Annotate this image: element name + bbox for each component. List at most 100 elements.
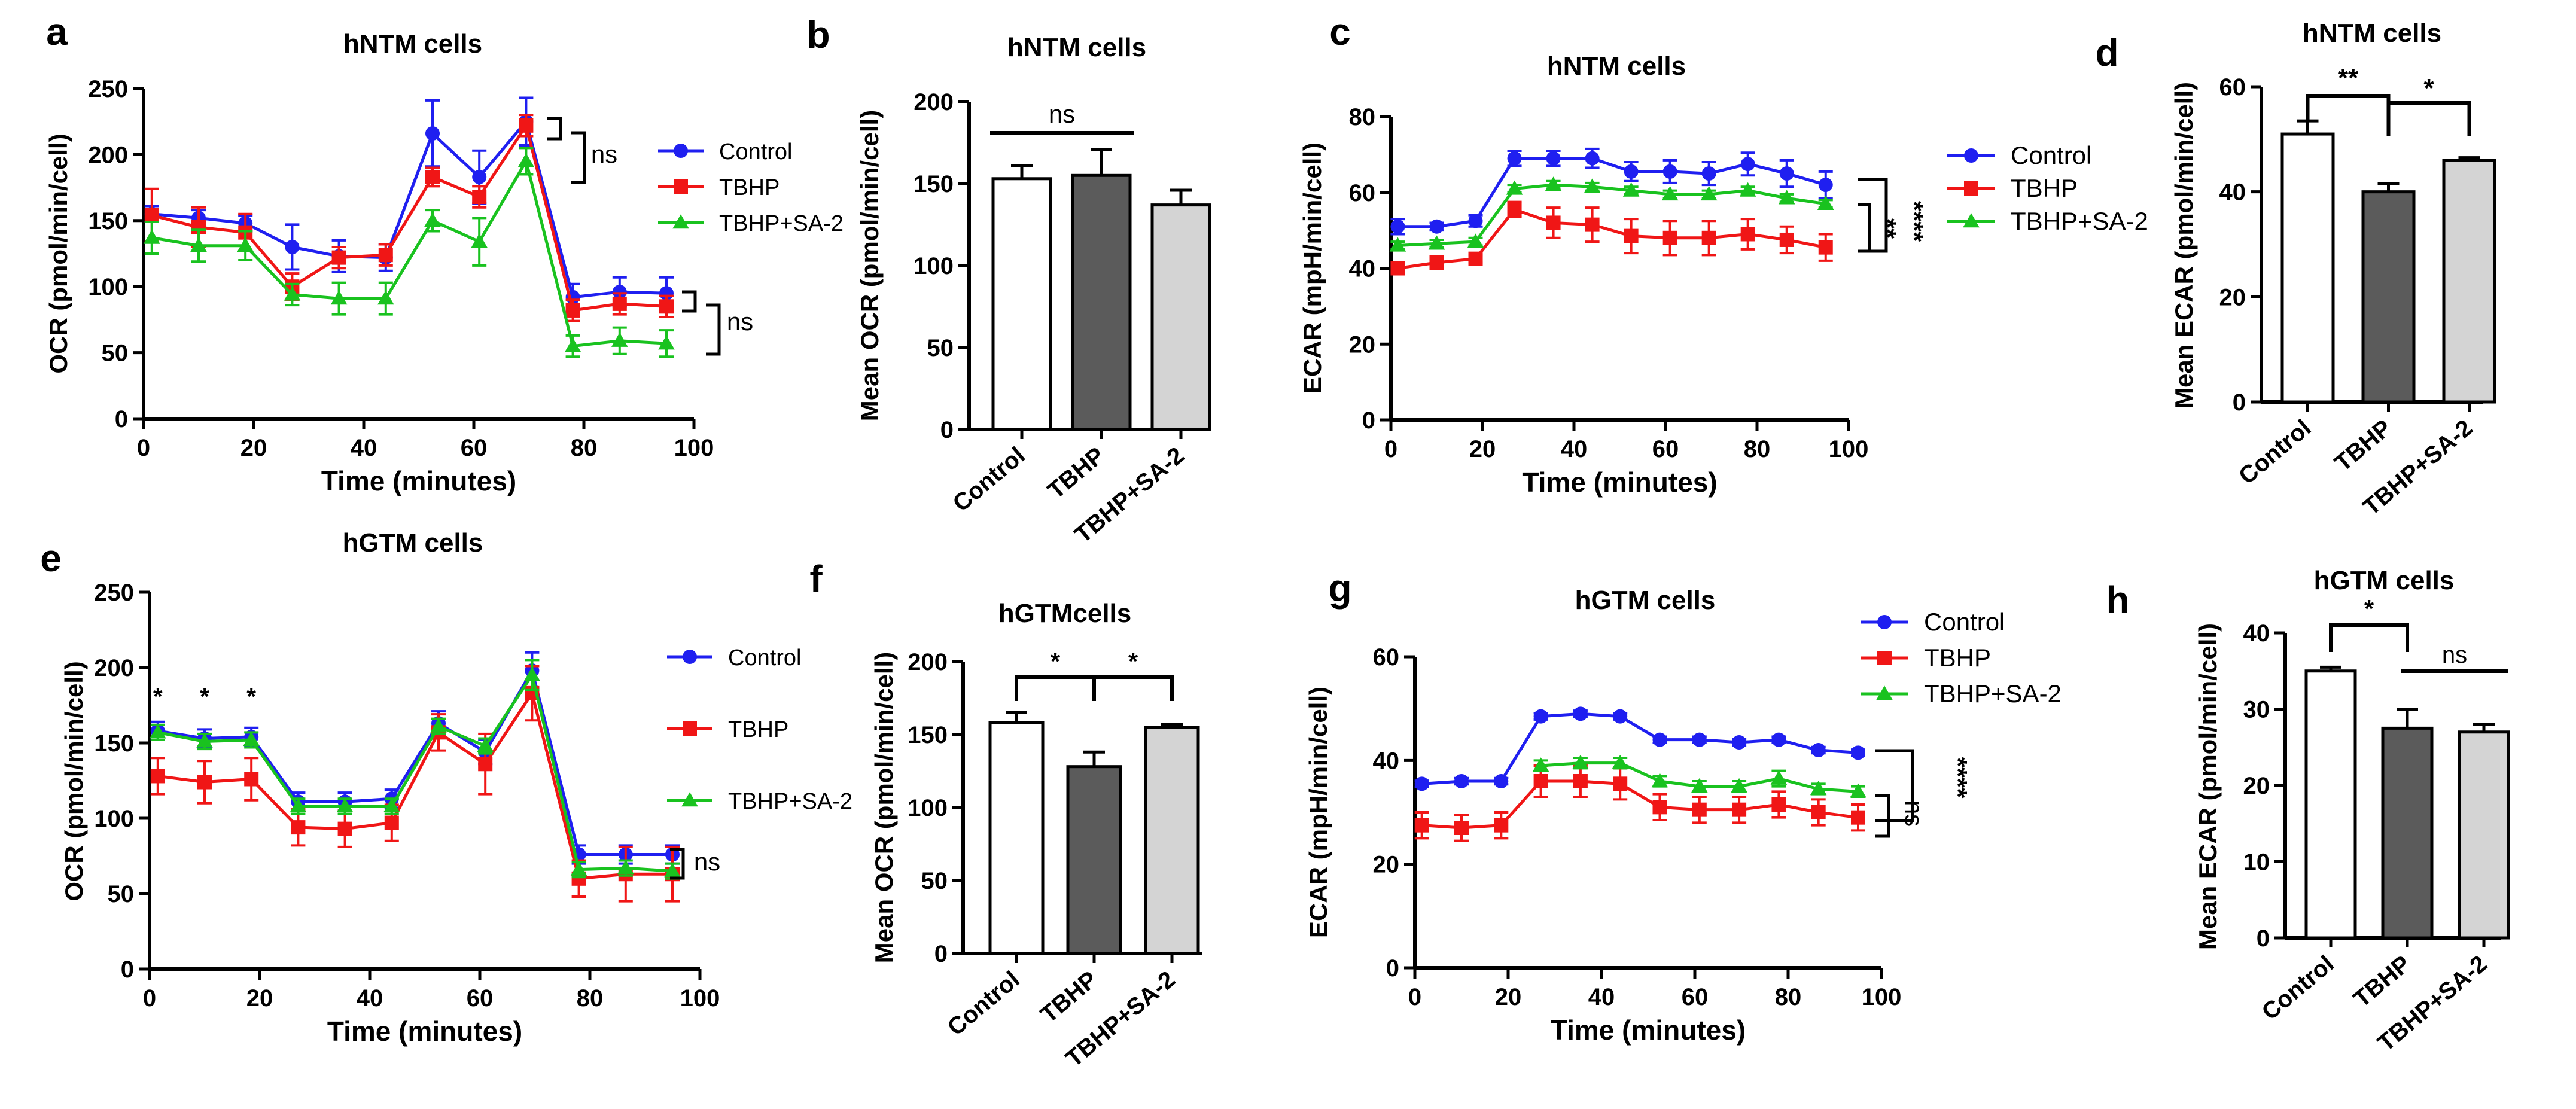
bar	[988, 721, 1045, 955]
x-tick-label: 80	[577, 985, 604, 1011]
bar	[2361, 190, 2416, 404]
sig-bracket	[1875, 749, 1914, 822]
y-tick-label: 40	[2243, 620, 2270, 647]
chart-title: hNTM cells	[1547, 51, 1686, 81]
data-point	[1414, 818, 1429, 833]
sig-bracket	[547, 117, 562, 141]
legend-label: TBHP+SA-2	[728, 789, 852, 814]
y-tick-label: 0	[940, 417, 954, 443]
bar	[2304, 669, 2357, 940]
x-tick-label: 100	[680, 985, 720, 1011]
data-point	[1811, 805, 1826, 819]
y-tick-label: 20	[2219, 284, 2246, 310]
data-point	[425, 126, 440, 141]
data-point	[1390, 219, 1405, 234]
data-point	[424, 212, 441, 227]
data-point	[1851, 810, 1865, 825]
y-tick-label: 0	[934, 941, 948, 967]
series-line	[151, 121, 667, 312]
series-tbhp-sa-2	[144, 147, 675, 358]
legend-label: TBHP+SA-2	[2011, 207, 2148, 235]
sig-label: *	[200, 684, 209, 710]
data-point	[1585, 151, 1600, 166]
y-axis-label: Mean ECAR (pmol/min/cell)	[2170, 82, 2198, 409]
bar	[2442, 159, 2496, 404]
data-point	[471, 233, 488, 248]
series-tbhp	[150, 665, 680, 903]
sig-label: *	[2423, 74, 2434, 103]
x-tick-label: 100	[1862, 984, 1902, 1010]
y-tick-label: 50	[108, 881, 135, 907]
data-point	[1546, 151, 1561, 166]
series-tbhp-sa-2	[1532, 754, 1866, 798]
data-point	[237, 237, 254, 252]
panel-h: h hGTM cells 0 10 20 30 40 Mean ECAR (pmol/min/…	[2106, 566, 2510, 1056]
sig-label: **	[1872, 218, 1902, 239]
legend-label: Control	[719, 139, 793, 164]
error-bar	[2458, 156, 2480, 160]
y-tick-label: 200	[88, 142, 128, 168]
error-bar	[1091, 147, 1112, 176]
data-point	[196, 733, 213, 748]
error-bar	[2377, 182, 2400, 192]
data-point	[1732, 802, 1747, 817]
chart-title: hNTM cells	[343, 29, 482, 59]
series-line	[157, 689, 672, 881]
series-tbhp-sa-2	[150, 659, 681, 880]
panel-letter: e	[40, 537, 62, 580]
chart-title: hGTM cells	[1575, 586, 1716, 615]
y-axis-label: ECAR (mpH/min/cell)	[1304, 687, 1332, 938]
data-point	[1572, 754, 1589, 769]
legend-label: Control	[1924, 608, 2005, 636]
data-point	[290, 798, 307, 813]
y-tick-label: 200	[94, 655, 134, 681]
legend-label: Control	[2011, 141, 2091, 169]
x-tick-label: 0	[137, 435, 150, 461]
y-tick-label: 40	[2219, 179, 2246, 206]
data-point	[523, 666, 541, 681]
sig-label: ns	[1049, 100, 1075, 128]
data-point	[1652, 732, 1667, 747]
x-tick-label: 40	[351, 435, 377, 461]
y-tick-label: 40	[1373, 748, 1400, 774]
data-point	[1701, 166, 1716, 181]
sig-bracket	[1092, 675, 1174, 701]
y-tick-label: 0	[2233, 389, 2246, 416]
data-point	[1778, 190, 1795, 205]
panel-g: g hGTM cells 0 20 40 60 ECAR (mpH/min/cell) 0 20…	[1304, 566, 2062, 1046]
x-tick-label: 20	[1469, 436, 1496, 462]
series-control	[1390, 147, 1833, 236]
y-tick-label: 150	[914, 171, 954, 197]
data-point	[284, 286, 301, 301]
data-point	[1652, 800, 1667, 815]
data-point	[1661, 186, 1679, 201]
bar	[1144, 726, 1200, 955]
x-tick-label: 40	[357, 985, 383, 1011]
data-point	[1811, 743, 1826, 757]
data-point	[1850, 783, 1866, 798]
chart-title: hGTM cells	[343, 528, 483, 557]
data-point	[1584, 178, 1601, 193]
legend-marker	[1964, 181, 1978, 196]
y-tick-label: 100	[88, 274, 128, 300]
sig-label: *	[1128, 647, 1138, 675]
legend-marker	[683, 650, 697, 664]
data-point	[612, 285, 627, 300]
y-tick-label: 100	[914, 253, 954, 279]
panel-letter: c	[1329, 10, 1351, 53]
data-point	[144, 208, 159, 223]
y-axis-label: OCR (pmol/min/cell)	[60, 661, 88, 901]
sig-bracket	[2306, 94, 2391, 120]
data-point	[1771, 797, 1786, 812]
data-point	[1429, 255, 1444, 270]
y-tick-label: 250	[88, 76, 128, 102]
data-point	[430, 718, 447, 733]
y-tick-label: 0	[1362, 407, 1375, 434]
data-point	[564, 337, 581, 352]
data-point	[1662, 164, 1677, 179]
series-line	[1397, 183, 1826, 247]
data-point	[1810, 781, 1827, 796]
data-point	[1390, 261, 1405, 276]
x-tick-label: 60	[461, 435, 488, 461]
data-point	[1613, 776, 1628, 791]
